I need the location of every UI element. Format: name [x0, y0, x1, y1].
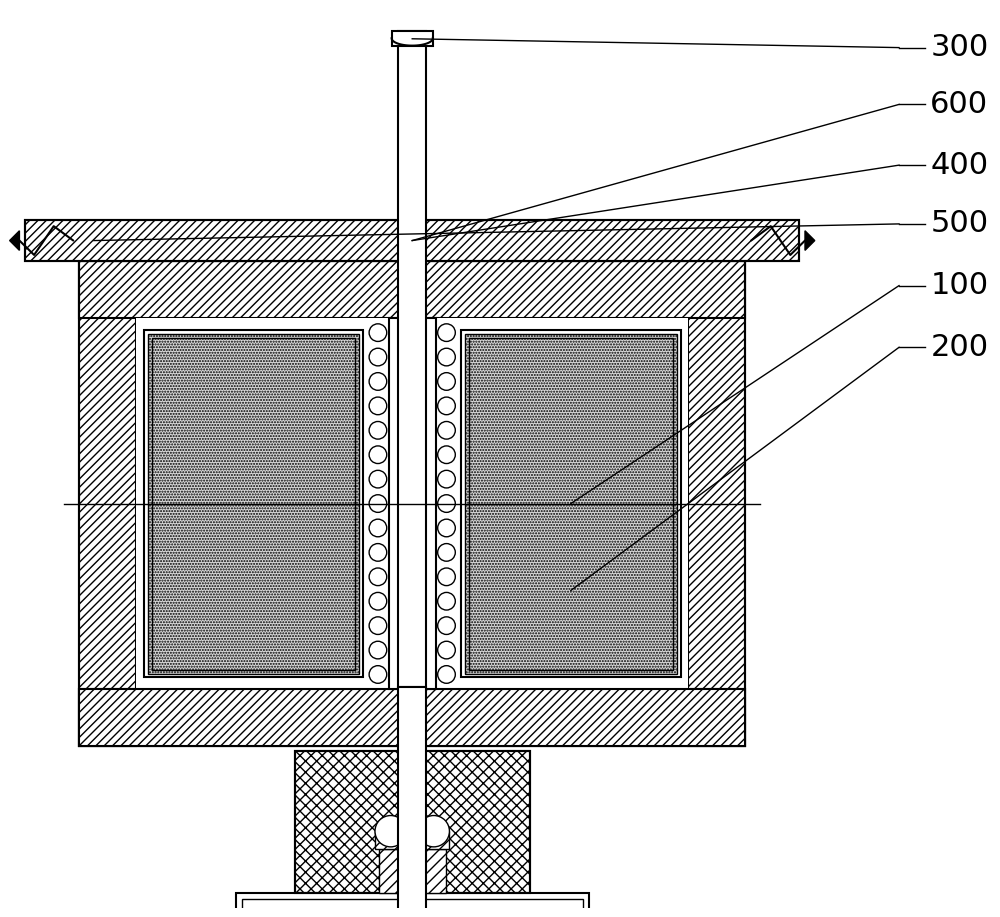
Bar — [688, 261, 745, 746]
Circle shape — [369, 324, 387, 341]
Circle shape — [369, 568, 387, 586]
Circle shape — [369, 495, 387, 513]
Bar — [152, 337, 355, 669]
Text: 300: 300 — [930, 33, 989, 62]
Circle shape — [418, 815, 449, 847]
Bar — [398, 31, 426, 687]
Circle shape — [438, 519, 455, 536]
Bar — [422, 849, 446, 893]
Circle shape — [438, 422, 455, 439]
Text: 400: 400 — [930, 150, 988, 180]
Circle shape — [369, 348, 387, 366]
Bar — [295, 751, 530, 893]
Circle shape — [438, 641, 455, 659]
Circle shape — [369, 422, 387, 439]
Bar — [144, 330, 363, 678]
Circle shape — [369, 397, 387, 414]
Bar — [25, 220, 799, 261]
Circle shape — [438, 617, 455, 635]
Circle shape — [369, 372, 387, 391]
Circle shape — [438, 495, 455, 513]
Circle shape — [369, 519, 387, 536]
Bar — [418, 831, 449, 849]
Bar — [242, 899, 583, 917]
Bar — [79, 261, 745, 318]
Bar — [392, 31, 433, 46]
Bar — [25, 220, 799, 261]
Text: 100: 100 — [930, 271, 988, 300]
Bar — [465, 334, 677, 673]
Circle shape — [369, 666, 387, 683]
Bar — [389, 318, 436, 690]
Polygon shape — [10, 231, 19, 250]
Circle shape — [438, 470, 455, 488]
Circle shape — [369, 446, 387, 463]
Text: 500: 500 — [930, 209, 988, 238]
Bar — [79, 261, 745, 746]
Bar — [148, 334, 359, 673]
Circle shape — [438, 446, 455, 463]
Polygon shape — [398, 912, 426, 917]
Circle shape — [438, 372, 455, 391]
Bar — [469, 337, 673, 669]
Circle shape — [369, 470, 387, 488]
Circle shape — [369, 641, 387, 659]
Circle shape — [369, 592, 387, 610]
Bar — [79, 690, 745, 746]
Bar — [295, 751, 530, 893]
Bar — [379, 849, 402, 893]
Bar — [398, 687, 426, 912]
Circle shape — [438, 666, 455, 683]
Bar — [236, 893, 589, 917]
Circle shape — [438, 592, 455, 610]
Circle shape — [438, 544, 455, 561]
Bar — [136, 318, 688, 690]
Bar — [375, 831, 406, 849]
Circle shape — [438, 568, 455, 586]
Circle shape — [369, 617, 387, 635]
Circle shape — [438, 397, 455, 414]
Circle shape — [438, 348, 455, 366]
Polygon shape — [805, 231, 815, 250]
Bar — [79, 690, 745, 746]
Circle shape — [369, 544, 387, 561]
Text: 600: 600 — [930, 90, 988, 119]
Circle shape — [375, 815, 406, 847]
Circle shape — [438, 324, 455, 341]
Text: 200: 200 — [930, 333, 988, 362]
Bar — [79, 261, 136, 746]
Bar — [461, 330, 681, 678]
